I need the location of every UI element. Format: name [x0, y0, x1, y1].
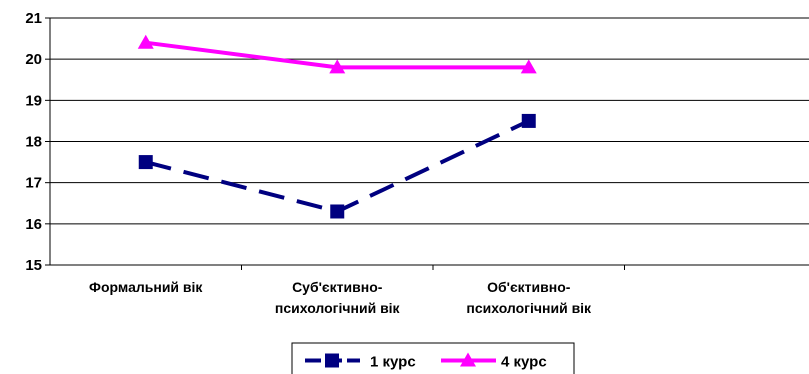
- grid-lines: [50, 17, 809, 266]
- y-tick-label: 19: [25, 92, 42, 109]
- y-tick-label: 15: [25, 257, 42, 274]
- axes: [45, 17, 625, 270]
- y-tick-label: 21: [25, 10, 42, 27]
- y-tick-label: 17: [25, 175, 42, 192]
- data-point: [329, 59, 346, 74]
- y-tick-label: 20: [25, 51, 42, 68]
- legend-marker: [325, 353, 339, 368]
- series-line: [145, 119, 530, 214]
- x-tick-label: Об'єктивно-: [487, 279, 571, 295]
- legend-label: 1 курс: [370, 354, 416, 371]
- x-tick-label: Суб'єктивно-: [292, 279, 383, 295]
- data-point: [137, 34, 154, 49]
- y-tick-label: 18: [25, 134, 42, 151]
- x-tick-label: психологічний вік: [275, 300, 401, 316]
- data-point: [521, 113, 536, 128]
- x-tick-label: Формальний вік: [89, 279, 203, 295]
- x-tick-label: психологічний вік: [466, 300, 592, 316]
- data-point: [138, 155, 153, 170]
- x-tick-labels: Формальний вік Суб'єктивно-психологічний …: [89, 279, 592, 316]
- series-lines: [137, 34, 537, 219]
- y-tick-label: 16: [25, 216, 42, 233]
- legend-label: 4 курс: [501, 354, 547, 371]
- legend: 1 курс 4 курс: [291, 342, 575, 374]
- y-tick-labels: 15 16 17 18 19 20 21: [25, 10, 42, 274]
- data-point: [520, 59, 537, 74]
- legend-marker: [460, 352, 476, 367]
- data-point: [330, 204, 345, 219]
